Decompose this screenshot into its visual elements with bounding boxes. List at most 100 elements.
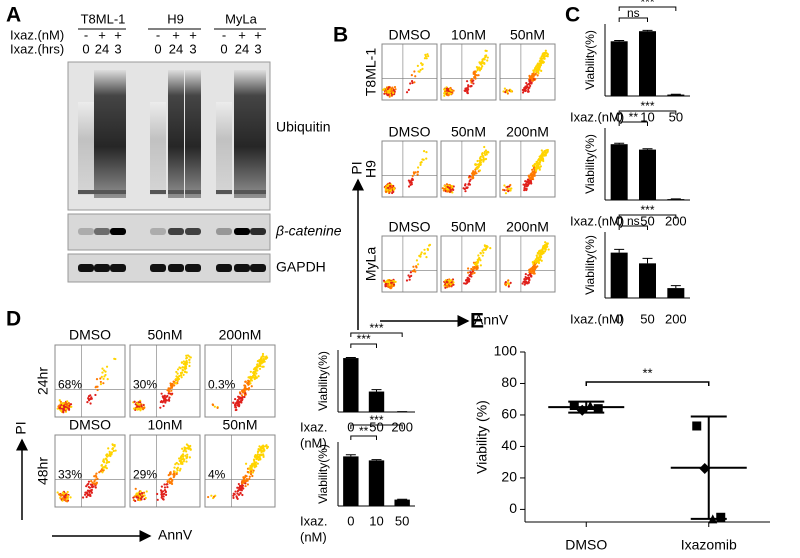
cell-line-label: T8ML-1 <box>81 11 126 26</box>
flow-dot <box>536 66 539 69</box>
flow-dot <box>91 481 94 484</box>
flow-dot <box>467 271 470 274</box>
x-tick-label: 50 <box>395 513 409 528</box>
flow-dot <box>469 271 472 274</box>
blot-lane <box>168 70 184 198</box>
flow-dot <box>475 163 479 166</box>
significance-bracket <box>350 343 377 348</box>
flow-dot <box>389 189 393 192</box>
flow-dot <box>472 82 475 85</box>
flow-dot <box>99 377 102 380</box>
flow-dot <box>450 184 454 188</box>
flow-dot <box>482 158 485 162</box>
flow-dot <box>510 187 513 190</box>
flow-dot <box>409 271 412 274</box>
flow-dot <box>425 57 428 60</box>
y-tick-label: 60 <box>501 406 517 422</box>
flow-dot <box>112 449 115 453</box>
flow-dot <box>525 282 528 285</box>
flow-dot <box>425 256 428 259</box>
flow-dot <box>94 393 97 397</box>
flow-dot <box>526 178 530 181</box>
flow-dot <box>66 400 69 403</box>
flow-dot <box>176 379 179 382</box>
flow-dot <box>163 483 166 486</box>
flow-dot <box>246 483 250 486</box>
flow-dot <box>523 185 527 188</box>
flow-dot <box>528 273 532 276</box>
flow-dot <box>413 70 416 73</box>
flow-dot <box>160 400 163 403</box>
flow-dot <box>257 365 260 368</box>
flow-dot <box>258 360 261 363</box>
flow-dot <box>388 182 391 185</box>
flow-dot <box>238 493 241 496</box>
flow-dot <box>464 190 467 193</box>
flow-dot <box>480 66 483 69</box>
flow-dot <box>170 482 174 486</box>
flow-dot <box>388 283 391 287</box>
flow-dot <box>421 63 424 67</box>
flow-dot <box>533 272 536 275</box>
flow-dot <box>237 403 240 407</box>
flow-dot <box>139 401 142 404</box>
flow-dot <box>477 163 480 166</box>
flow-dot <box>529 84 532 88</box>
flow-dot <box>183 370 187 373</box>
flow-dot <box>163 492 166 496</box>
flow-dot <box>530 174 533 177</box>
flow-dot <box>262 444 265 447</box>
flow-dot <box>472 174 475 177</box>
x-tick-label: 50 <box>369 419 383 434</box>
flow-dot <box>162 404 165 408</box>
flow-dot <box>180 376 183 379</box>
flow-dot <box>387 281 391 284</box>
flow-dot <box>238 487 241 490</box>
flow-dot <box>95 378 99 381</box>
flow-dot <box>479 157 482 160</box>
flow-dot <box>539 254 542 257</box>
flow-dot <box>211 403 215 407</box>
flow-dot <box>471 80 474 83</box>
flow-dot <box>537 159 540 162</box>
flow-dot <box>412 265 415 268</box>
flow-dot <box>243 479 246 483</box>
flow-dot <box>448 88 452 91</box>
flow-dot <box>390 281 393 284</box>
flow-dot <box>541 57 545 60</box>
lane-label: 24 <box>169 41 183 56</box>
flow-dot <box>464 89 467 93</box>
y-axis-label: Viability (%) <box>474 400 490 474</box>
flow-dot <box>259 448 262 451</box>
flow-dot <box>232 401 235 404</box>
flow-dot <box>544 241 547 244</box>
flow-dot <box>241 395 244 399</box>
flow-dot <box>411 81 414 85</box>
flow-dot <box>240 483 244 487</box>
condition-label: 10nM <box>147 417 182 433</box>
flow-dot <box>261 365 264 368</box>
flow-dot <box>465 89 468 92</box>
error-bar <box>371 459 382 461</box>
flow-dot <box>111 447 114 450</box>
flow-dot <box>424 55 428 58</box>
flow-dot <box>415 266 418 269</box>
x-axis-label: (nM) <box>300 435 327 450</box>
flow-dot <box>529 179 532 182</box>
flow-dot <box>452 281 455 284</box>
flow-dot <box>245 479 248 482</box>
significance-label: ** <box>629 110 639 124</box>
flow-dot <box>142 491 146 494</box>
flow-dot <box>99 380 102 384</box>
flow-dot <box>523 283 526 286</box>
flow-dot <box>166 394 169 398</box>
flow-dot <box>427 55 430 58</box>
flow-dot <box>90 491 94 494</box>
significance-bracket <box>350 332 403 337</box>
flow-dot <box>100 375 103 378</box>
flow-dot <box>467 182 471 185</box>
flow-dot <box>445 183 449 186</box>
flow-dot <box>506 282 509 285</box>
